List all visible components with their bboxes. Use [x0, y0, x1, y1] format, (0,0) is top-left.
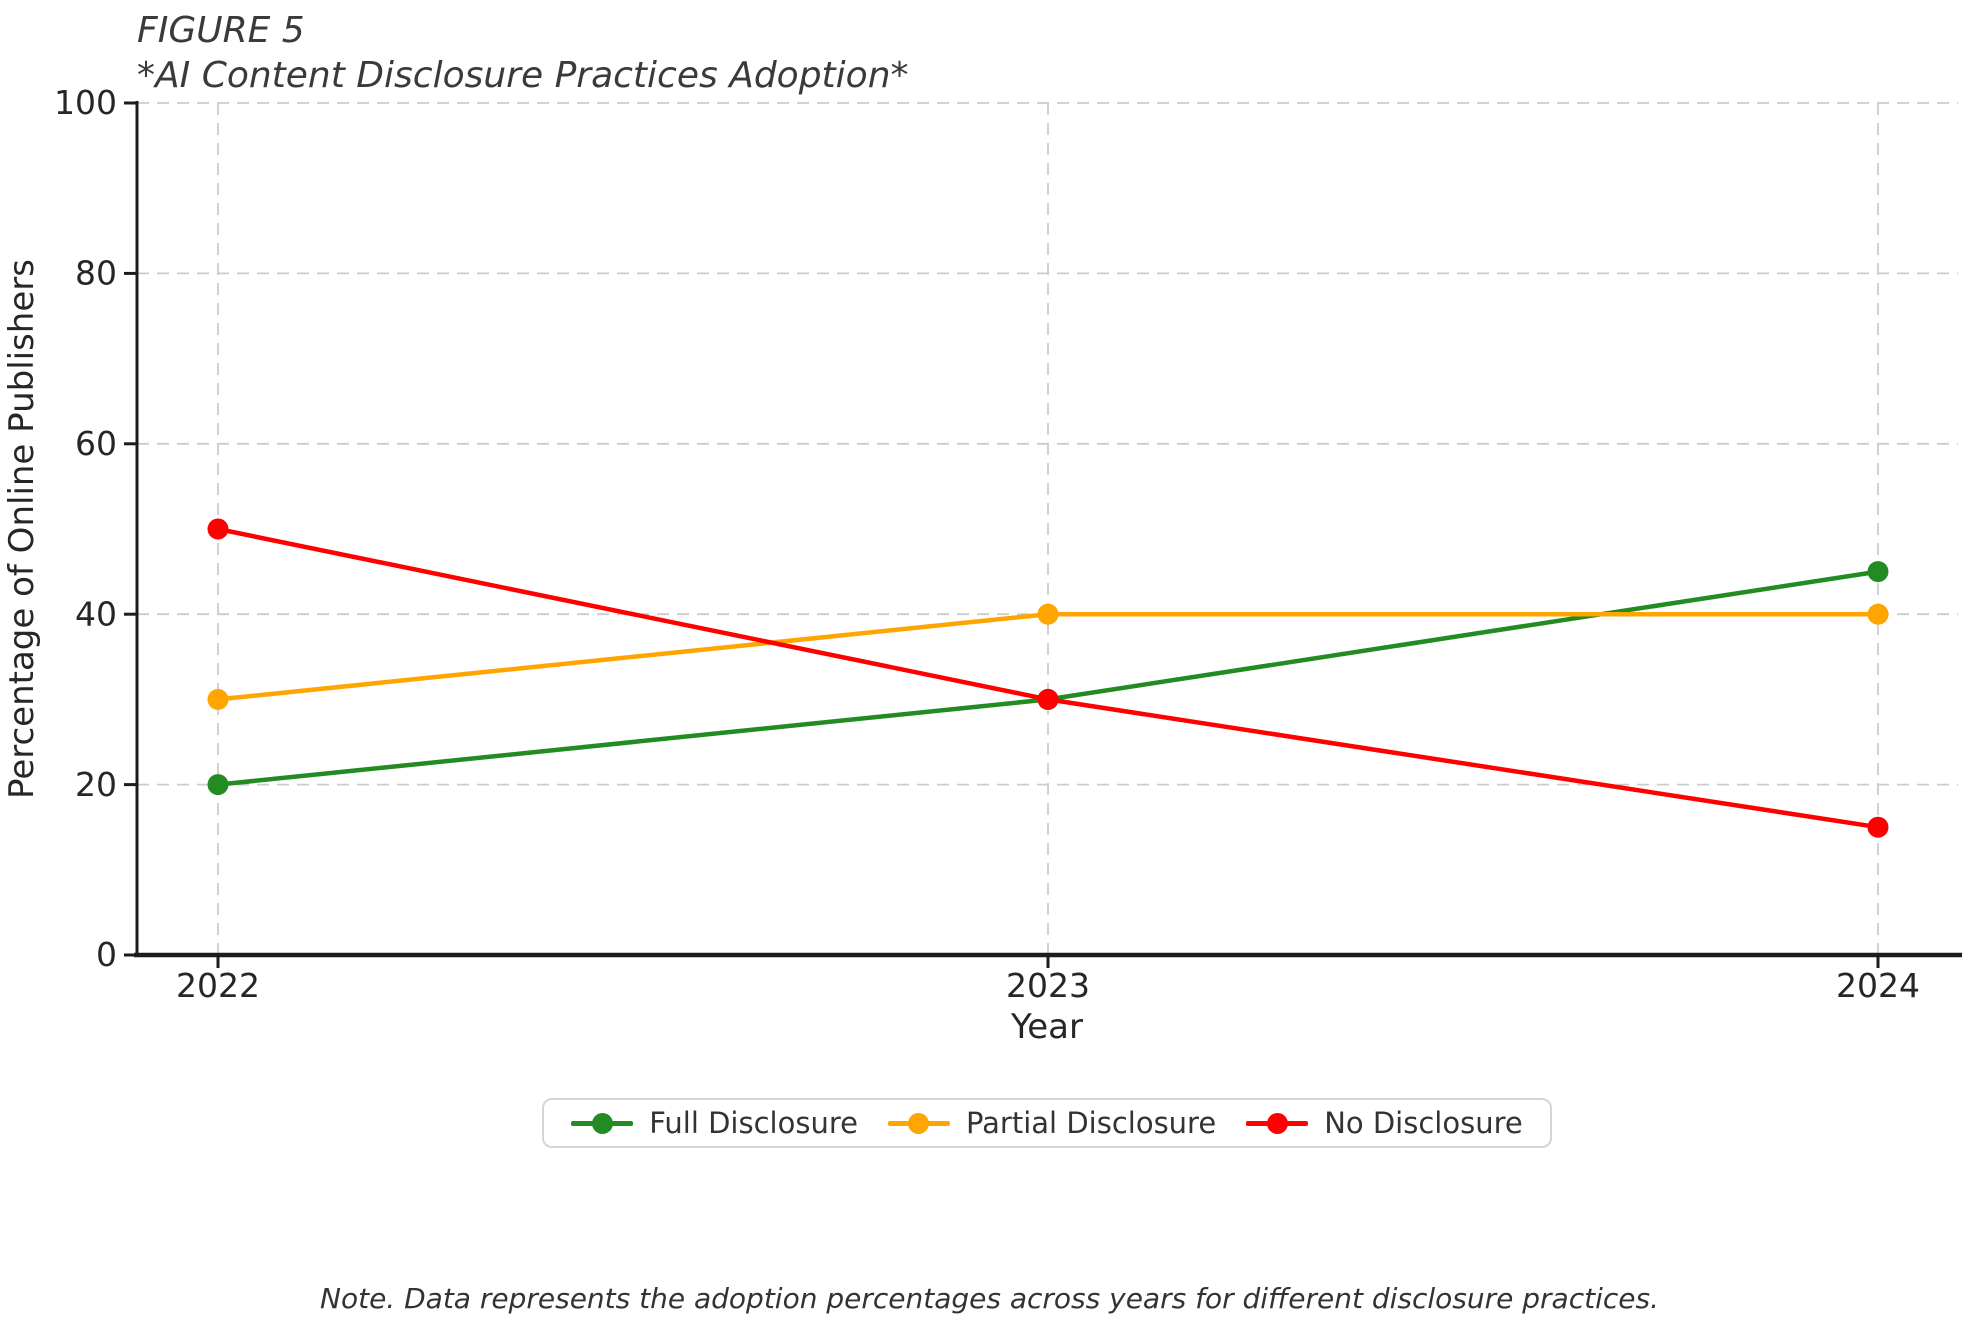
legend-item-full-disclosure: Full Disclosure	[571, 1106, 858, 1140]
legend-marker-full-disclosure	[571, 1111, 634, 1135]
data-point	[207, 688, 229, 710]
y-tick-label: 40	[75, 594, 117, 633]
legend-item-no-disclosure: No Disclosure	[1246, 1106, 1523, 1140]
figure-title: *AI Content Disclosure Practices Adoptio…	[137, 55, 909, 96]
y-tick-label: 60	[75, 424, 117, 463]
y-axis-title: Percentage of Online Publishers	[2, 259, 42, 799]
legend-marker-partial-disclosure	[887, 1111, 950, 1135]
x-tick-label: 2022	[176, 966, 260, 1005]
legend-item-partial-disclosure: Partial Disclosure	[887, 1106, 1217, 1140]
y-tick-label: 20	[75, 765, 117, 804]
axes: 0 20 40 60 80 100 2022 2023 2024	[54, 83, 1962, 1005]
legend-marker-no-disclosure	[1246, 1111, 1309, 1135]
series-full-disclosure	[207, 561, 1889, 796]
legend-label: Partial Disclosure	[965, 1106, 1217, 1140]
data-series	[207, 518, 1889, 838]
data-point	[207, 774, 229, 796]
legend-label: Full Disclosure	[649, 1106, 858, 1140]
y-tick-label: 0	[96, 935, 117, 974]
y-tick-label: 80	[75, 254, 117, 293]
gridlines	[137, 102, 1958, 955]
data-point	[1037, 603, 1059, 625]
x-axis-title: Year	[1010, 1007, 1083, 1047]
data-point	[1867, 561, 1889, 583]
series-no-disclosure	[207, 518, 1889, 838]
series-partial-disclosure	[207, 603, 1889, 710]
chart-legend: Full Disclosure Partial Disclosure No Di…	[542, 1098, 1552, 1148]
x-tick-label: 2023	[1006, 966, 1090, 1005]
figure-label: FIGURE 5	[137, 10, 305, 51]
y-tick-label: 100	[54, 83, 117, 122]
data-point	[207, 518, 229, 540]
figure-note: Note. Data represents the adoption perce…	[320, 1282, 1659, 1315]
data-point	[1867, 603, 1889, 625]
x-tick-label: 2024	[1836, 966, 1920, 1005]
data-point	[1867, 816, 1889, 838]
chart-title-block: FIGURE 5 *AI Content Disclosure Practice…	[137, 8, 909, 98]
data-point	[1037, 688, 1059, 710]
legend-label: No Disclosure	[1324, 1106, 1523, 1140]
